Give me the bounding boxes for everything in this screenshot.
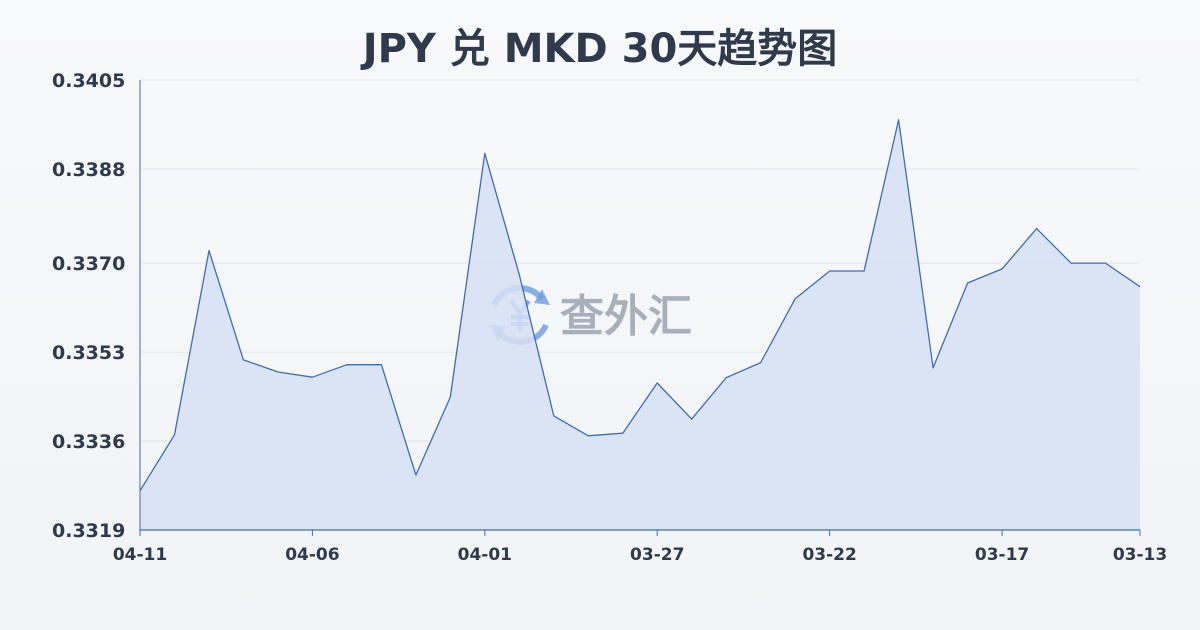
y-tick-label: 0.3388 <box>52 159 125 181</box>
watermark-text: 查外汇 <box>560 291 692 342</box>
y-tick-label: 0.3336 <box>52 431 125 453</box>
axes: 0.3405 0.3388 0.3370 0.3353 0.3336 0.3319 04-1… <box>52 70 1167 565</box>
x-tick-label: 03-27 <box>630 545 684 565</box>
y-tick-label: 0.3319 <box>52 520 125 542</box>
x-tick-label: 03-17 <box>975 545 1029 565</box>
series <box>139 119 1141 531</box>
x-tick-label: 04-06 <box>285 545 339 565</box>
y-tick-label: 0.3370 <box>52 253 125 275</box>
series-line <box>139 119 1141 492</box>
x-tick-label: 04-01 <box>458 545 512 565</box>
y-tick-label: 0.3353 <box>52 342 125 364</box>
x-tick-label: 03-13 <box>1113 545 1167 565</box>
area-fill <box>140 119 1140 531</box>
y-tick-label: 0.3405 <box>52 70 125 92</box>
x-tick-label: 03-22 <box>802 545 856 565</box>
x-tick-label: 04-11 <box>113 545 167 565</box>
chart-title: JPY 兑 MKD 30天趋势图 <box>360 26 838 72</box>
